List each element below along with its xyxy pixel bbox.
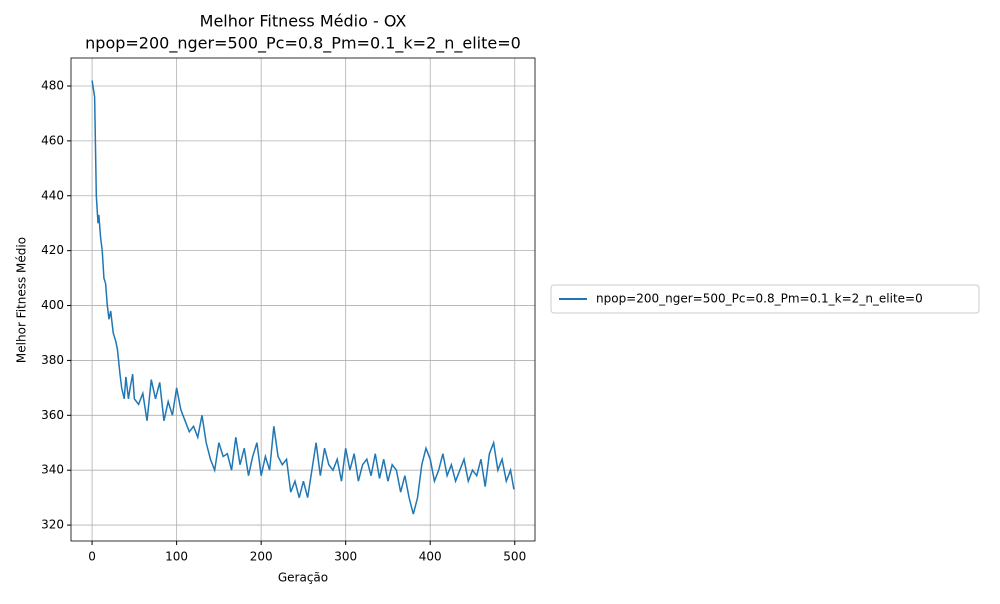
x-axis-label: Geração <box>278 571 328 585</box>
chart-subtitle: npop=200_nger=500_Pc=0.8_Pm=0.1_k=2_n_el… <box>85 34 521 54</box>
y-tick-label: 380 <box>41 353 64 367</box>
x-tick-label: 500 <box>503 550 526 564</box>
legend-box <box>550 284 980 314</box>
legend-label: npop=200_nger=500_Pc=0.8_Pm=0.1_k=2_n_el… <box>596 292 923 306</box>
x-tick-label: 400 <box>419 550 442 564</box>
chart-title: Melhor Fitness Médio - OX <box>200 12 407 31</box>
plot-frame <box>70 57 536 542</box>
y-tick-label: 440 <box>41 188 64 202</box>
y-tick-label: 420 <box>41 243 64 257</box>
x-tick-label: 0 <box>88 550 96 564</box>
y-tick-label: 340 <box>41 463 64 477</box>
x-tick-label: 300 <box>334 550 357 564</box>
y-tick-label: 460 <box>41 133 64 147</box>
x-tick-label: 100 <box>165 550 188 564</box>
y-tick-label: 480 <box>41 78 64 92</box>
y-tick-label: 400 <box>41 298 64 312</box>
y-tick-label: 320 <box>41 518 64 532</box>
data-line <box>91 80 515 515</box>
y-axis-label: Melhor Fitness Médio <box>15 237 29 363</box>
x-tick-label: 200 <box>250 550 273 564</box>
y-tick-label: 360 <box>41 408 64 422</box>
